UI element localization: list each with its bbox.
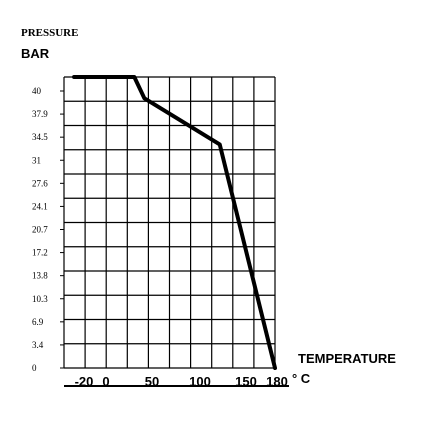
x-tick-label: 100	[189, 374, 211, 389]
x-axis-label: TEMPERATURE	[298, 351, 396, 366]
y-tick-label: 0	[32, 363, 37, 373]
x-tick-label: 50	[145, 374, 159, 389]
x-tick-label: -20	[75, 374, 94, 389]
series-layer	[72, 75, 277, 370]
y-tick-label: 24.1	[32, 201, 48, 211]
y-axis-label-line2: BAR	[21, 46, 50, 61]
series-line	[72, 75, 277, 370]
y-tick-labels: 40 37.9 34.5 31 27.6 24.1 20.7 17.2 13.8 10.3 6.9 3…	[32, 86, 64, 373]
y-tick-label: 13.8	[32, 271, 48, 281]
y-tick-label: 27.6	[32, 178, 48, 188]
y-tick-label: 3.4	[32, 340, 44, 350]
y-tick-label: 34.5	[32, 132, 48, 142]
x-tick-label: 180	[266, 374, 288, 389]
y-tick-label: 17.2	[32, 248, 48, 258]
y-tick-label: 6.9	[32, 317, 44, 327]
y-tick-label: 31	[32, 155, 41, 165]
x-tick-label: 150	[235, 374, 257, 389]
x-axis-unit: ° C	[292, 371, 311, 386]
y-tick-label: 37.9	[32, 109, 48, 119]
y-tick-label: 20.7	[32, 225, 48, 235]
grid	[63, 76, 289, 387]
y-tick-label: 40	[32, 86, 42, 96]
y-axis-label-line1: PRESSURE	[21, 27, 78, 39]
x-tick-labels: -20 0 50 100 150 180	[75, 374, 288, 389]
x-tick-label: 0	[102, 374, 109, 389]
y-tick-label: 10.3	[32, 294, 48, 304]
